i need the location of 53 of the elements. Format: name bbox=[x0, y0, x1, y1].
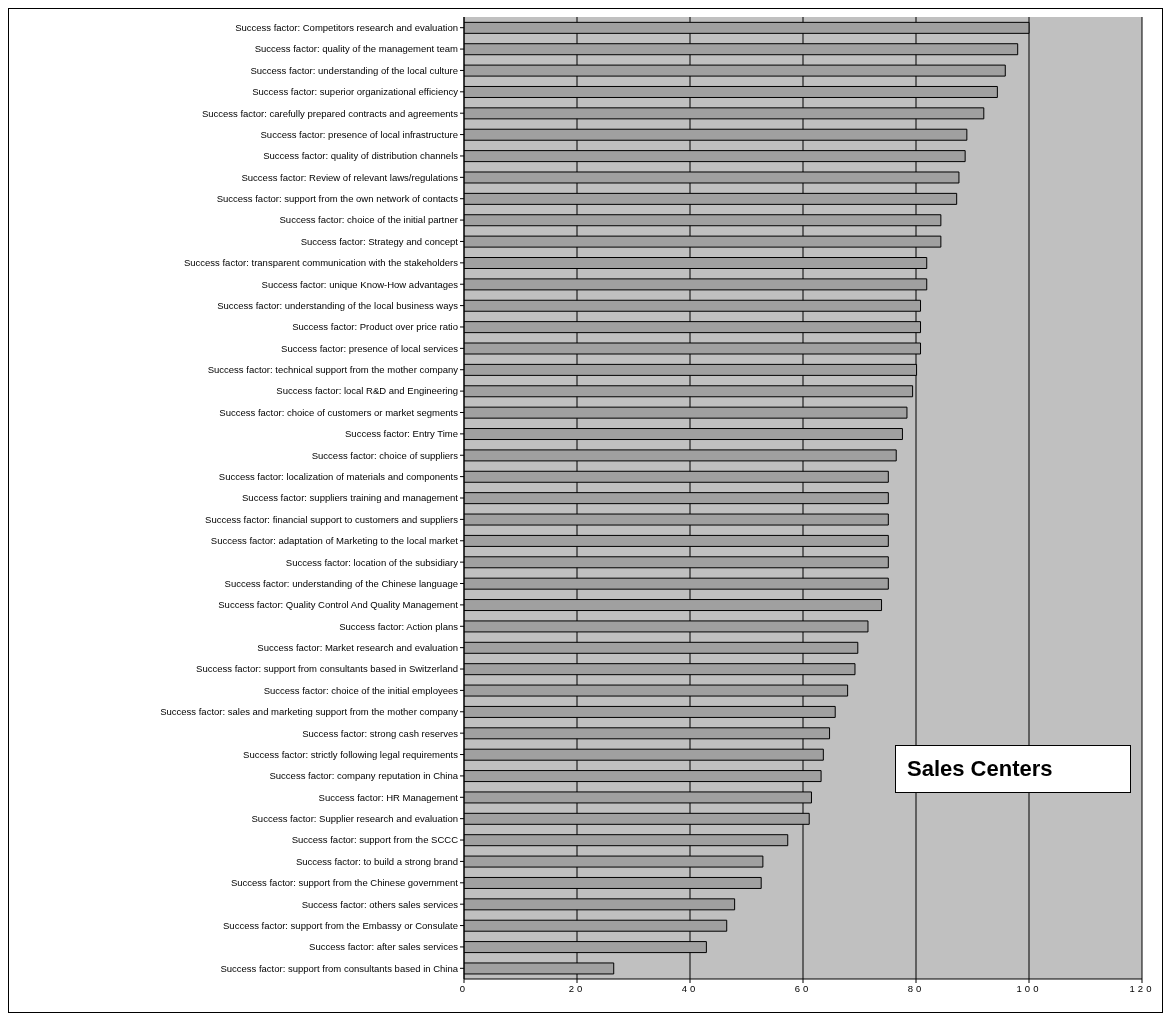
y-tick-label: Success factor: support from consultants based in Switzerland bbox=[196, 663, 458, 675]
y-tick-label: Success factor: choice of suppliers bbox=[311, 449, 459, 461]
y-tick-label: Success factor: sales and marketing support from the mother company bbox=[160, 706, 459, 718]
y-tick-label: Success factor: suppliers training and management bbox=[242, 492, 459, 504]
y-tick-label: Success factor: Competitors research and evaluation bbox=[235, 22, 458, 34]
y-tick-label: Success factor: support from consultants based in China bbox=[220, 962, 459, 974]
y-tick-label: Success factor: Strategy and concept bbox=[300, 235, 459, 247]
y-tick-label: Success factor: carefully prepared contracts and agreements bbox=[201, 107, 459, 119]
y-tick-label: Success factor: presence of local infrastructure bbox=[260, 128, 458, 140]
y-tick-label: Success factor: Review of relevant laws/regulations bbox=[241, 171, 459, 183]
y-tick-label: Success factor: transparent communication with the stakeholders bbox=[183, 257, 459, 269]
y-tick-label: Success factor: understanding of the local culture bbox=[250, 64, 458, 76]
y-tick-label: Success factor: unique Know-How advantages bbox=[261, 278, 459, 290]
y-tick-label: Success factor: technical support from the mother company bbox=[207, 364, 459, 376]
y-tick-label: Success factor: quality of distribution channels bbox=[263, 150, 459, 162]
y-tick-label: Success factor: choice of customers or market segments bbox=[219, 406, 459, 418]
x-tick-label: 20 bbox=[568, 982, 586, 994]
x-tick-label: 120 bbox=[1129, 982, 1155, 994]
y-tick-label: Success factor: support from the SCCC bbox=[291, 834, 459, 846]
y-tick-label: Success factor: after sales services bbox=[309, 941, 459, 953]
x-tick-label: 40 bbox=[681, 982, 699, 994]
y-tick-label: Success factor: Quality Control And Quality Management bbox=[218, 599, 459, 611]
y-tick-label: Success factor: strong cash reserves bbox=[302, 727, 459, 739]
y-tick-label: Success factor: choice of the initial employees bbox=[263, 684, 459, 696]
y-tick-label: Success factor: understanding of the Chinese language bbox=[224, 577, 458, 589]
y-tick-label: Success factor: strictly following legal requirements bbox=[243, 748, 459, 760]
y-tick-label: Success factor: localization of materials and components bbox=[218, 470, 459, 482]
y-tick-label: Success factor: Product over price ratio bbox=[292, 321, 458, 333]
y-tick-label: Success factor: Entry Time bbox=[345, 428, 458, 440]
y-tick-label: Success factor: support from the Embassy or Consulate bbox=[223, 919, 458, 931]
y-tick-label: Success factor: choice of the initial partner bbox=[279, 214, 458, 226]
y-tick-label: Success factor: Action plans bbox=[339, 620, 459, 632]
y-tick-label: Success factor: presence of local services bbox=[281, 342, 459, 354]
y-tick-label: Success factor: financial support to customers and suppliers bbox=[205, 513, 459, 525]
x-tick-label: 0 bbox=[459, 982, 469, 994]
y-tick-label: Success factor: local R&D and Engineering bbox=[276, 385, 458, 397]
y-tick-label: Success factor: support from the own network of contacts bbox=[216, 193, 459, 205]
y-tick-label: Success factor: adaptation of Marketing to the local market bbox=[210, 535, 459, 547]
x-tick-label: 60 bbox=[794, 982, 812, 994]
y-tick-label: Success factor: Market research and evaluation bbox=[257, 642, 458, 654]
y-tick-label: Success factor: HR Management bbox=[318, 791, 459, 803]
y-tick-label: Success factor: quality of the management team bbox=[254, 43, 459, 55]
y-tick-label: Success factor: to build a strong brand bbox=[295, 855, 458, 867]
y-tick-label: Success factor: understanding of the local business ways bbox=[217, 299, 459, 311]
y-tick-label: Success factor: company reputation in China bbox=[269, 770, 459, 782]
annotation: Sales Centers bbox=[907, 756, 1053, 782]
y-tick-label: Success factor: support from the Chinese government bbox=[230, 877, 459, 889]
y-tick-label: Success factor: location of the subsidiary bbox=[285, 556, 459, 568]
y-tick-label: Success factor: superior organizational efficiency bbox=[252, 86, 459, 98]
x-tick-label: 100 bbox=[1016, 982, 1042, 994]
y-tick-label: Success factor: others sales services bbox=[301, 898, 459, 910]
x-tick-label: 80 bbox=[907, 982, 925, 994]
y-tick-label: Success factor: Supplier research and evaluation bbox=[251, 813, 458, 825]
